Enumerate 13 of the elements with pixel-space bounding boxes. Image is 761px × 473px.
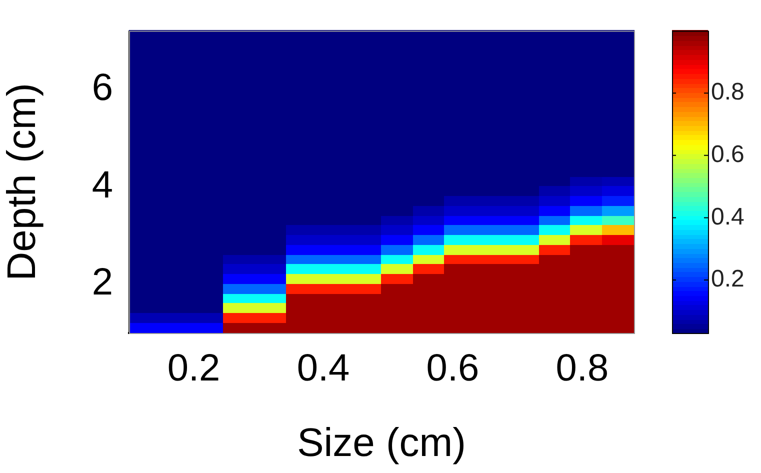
x-axis-title: Size (cm) — [297, 421, 466, 466]
y-tick-label: 2 — [92, 262, 113, 304]
x-tick-label: 0.8 — [556, 347, 609, 390]
color-bar-label: 0.6 — [711, 141, 744, 168]
x-tick-label: 0.6 — [426, 347, 480, 390]
color-bar-label: 0.2 — [711, 266, 744, 293]
x-tick-label: 0.2 — [167, 347, 220, 390]
color-bar-label: 0.4 — [711, 203, 744, 230]
y-tick-label: 4 — [92, 164, 113, 206]
y-tick-label: 6 — [92, 66, 113, 109]
y-axis-title: Depth (cm) — [0, 82, 44, 281]
color-bar-label: 0.8 — [711, 78, 744, 106]
x-tick-label: 0.4 — [296, 347, 350, 390]
